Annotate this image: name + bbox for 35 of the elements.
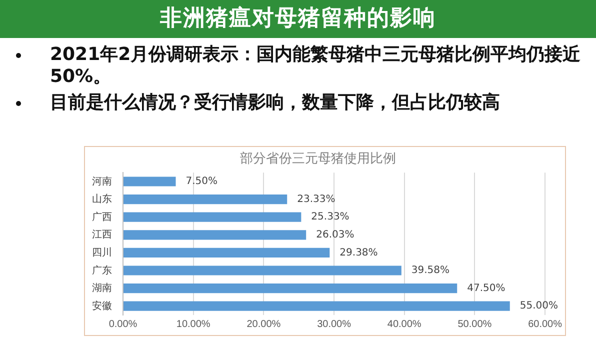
chart-subtitle: 部分省份三元母猪使用比例 [240,150,396,166]
data-label: 47.50% [467,282,506,294]
x-tick-label: 30.00% [317,318,352,330]
chart-title: 非洲猪瘟对母猪留种的影响 [0,0,596,38]
x-tick-label: 0.00% [108,318,138,330]
y-tick-label: 四川 [92,246,112,258]
data-label: 55.00% [520,300,558,312]
data-label: 7.50% [186,176,218,188]
bar [124,212,302,222]
bar [124,176,176,186]
data-label: 25.33% [311,212,350,223]
y-tick-label: 广东 [92,264,112,276]
data-label: 39.58% [411,265,450,276]
x-tick-label: 20.00% [246,318,281,330]
bar [124,283,458,294]
bar [124,248,330,258]
text: 2021年2月份调研表示：国内能繁母猪中三元母猪比例平均仍接近50%。 [49,44,582,88]
y-tick-label: 江西 [92,228,112,241]
bar [124,194,288,204]
data-label: 23.33% [297,194,336,205]
bar [124,230,306,240]
x-tick-label: 10.00% [176,318,210,330]
data-label: 26.03% [316,229,354,240]
y-tick-label: 河南 [92,175,112,188]
y-tick-label: 广西 [92,210,112,223]
y-tick-label: 湖南 [92,282,112,294]
bar [124,266,402,276]
x-tick-label: 40.00% [387,318,422,330]
text: 目前是什么情况？受行情影响，数量下降，但占比仍较高 [49,92,501,114]
x-tick-label: 50.00% [458,318,492,330]
y-tick-label: 安徽 [92,300,112,312]
bar [124,301,510,311]
data-label: 29.38% [340,247,378,258]
x-tick-label: 60.00% [528,318,562,330]
y-tick-label: 山东 [92,193,112,206]
